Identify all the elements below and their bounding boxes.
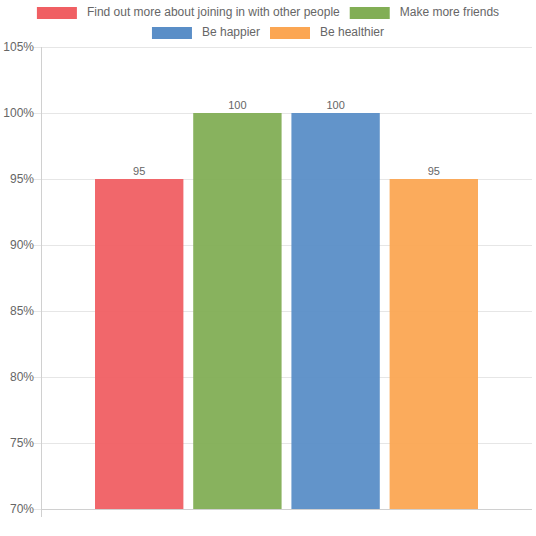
tick-label: 85%: [10, 304, 34, 318]
grid-line: [41, 509, 532, 510]
legend-swatch: [152, 27, 192, 39]
tick-label: 90%: [10, 238, 34, 252]
grid-line: [41, 47, 532, 48]
tick-label: 100%: [3, 106, 34, 120]
tick-mark: [33, 443, 41, 444]
bar[interactable]: [193, 113, 281, 509]
data-label: 95: [428, 165, 440, 177]
x-axis-line: [41, 509, 532, 510]
tick-label: 95%: [10, 172, 34, 186]
bar[interactable]: [95, 179, 183, 509]
legend-label: Be healthier: [320, 25, 384, 39]
legend-swatch: [270, 27, 310, 39]
legend-item[interactable]: Be healthier: [270, 25, 384, 39]
data-label: 100: [326, 99, 344, 111]
bar[interactable]: [390, 179, 478, 509]
tick-mark: [33, 47, 41, 48]
grid-line: [41, 113, 532, 114]
bar[interactable]: [291, 113, 379, 509]
legend-swatch: [350, 7, 390, 19]
data-label: 95: [133, 165, 145, 177]
y-axis-line: [41, 47, 42, 517]
tick-label: 80%: [10, 370, 34, 384]
tick-mark: [33, 509, 41, 510]
legend-label: Make more friends: [400, 5, 499, 19]
tick-mark: [33, 377, 41, 378]
legend-item[interactable]: Find out more about joining in with othe…: [37, 5, 340, 19]
tick-label: 70%: [10, 502, 34, 516]
legend-item[interactable]: Make more friends: [350, 5, 499, 19]
tick-mark: [33, 311, 41, 312]
tick-label: 75%: [10, 436, 34, 450]
y-axis: 70% 75% 80% 85% 90% 95% 100% 105%: [3, 40, 532, 516]
data-labels: 95 100 100 95: [133, 99, 440, 177]
tick-mark: [33, 179, 41, 180]
legend-swatch: [37, 7, 77, 19]
data-label: 100: [228, 99, 246, 111]
legend-label: Be happier: [202, 25, 260, 39]
tick-label: 105%: [3, 40, 34, 54]
legend-item[interactable]: Be happier: [152, 25, 260, 39]
legend: Find out more about joining in with othe…: [37, 5, 499, 39]
legend-label: Find out more about joining in with othe…: [87, 5, 340, 19]
tick-mark: [33, 245, 41, 246]
chart: Find out more about joining in with othe…: [0, 0, 536, 536]
tick-mark: [33, 113, 41, 114]
bars: [95, 113, 478, 509]
